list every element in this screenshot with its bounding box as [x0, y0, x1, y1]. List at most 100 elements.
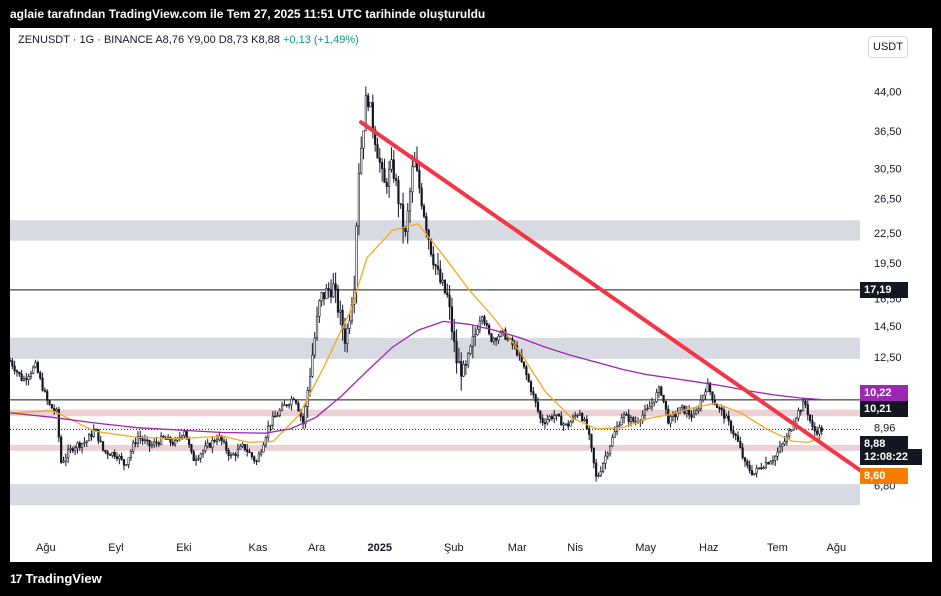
candle-body: [620, 417, 623, 426]
candle-body: [115, 456, 119, 459]
candle-body: [362, 130, 365, 149]
candle-body: [618, 424, 621, 427]
candle-body: [581, 413, 584, 422]
candle-body: [474, 334, 477, 337]
x-tick-label: Ağu: [36, 542, 56, 554]
candle-body: [288, 404, 291, 407]
candle-body: [62, 460, 65, 463]
y-tick-label: 22,50: [874, 228, 902, 240]
candle-body: [262, 444, 265, 453]
candle-body: [450, 306, 454, 332]
y-tick-label: 12,50: [874, 352, 902, 364]
candle-body: [553, 415, 556, 419]
candle-body: [783, 441, 786, 445]
candle-body: [439, 268, 442, 283]
candle-body: [602, 463, 605, 472]
candle-body: [269, 424, 272, 427]
candle-body: [655, 392, 658, 403]
candle-body: [383, 168, 386, 183]
candle-body: [578, 413, 581, 416]
candle-body: [543, 422, 547, 424]
price-tag-888: 8,88: [860, 436, 908, 452]
candle-body: [148, 439, 151, 447]
candle-body: [13, 365, 16, 372]
candle-body: [657, 386, 661, 393]
candle-body: [699, 399, 702, 410]
x-tick-label: Şub: [444, 542, 464, 554]
candle-body: [562, 423, 565, 426]
candle-body: [529, 381, 533, 392]
candle-body: [43, 389, 46, 392]
candle-body: [478, 320, 481, 330]
candle-body: [815, 430, 819, 435]
candle-body: [646, 408, 649, 411]
candle-body: [608, 445, 612, 455]
candle-body: [725, 415, 728, 419]
candle-body: [425, 216, 428, 231]
candle-body: [583, 419, 586, 422]
candle-body: [588, 428, 591, 435]
candle-body: [357, 172, 360, 227]
brand-name: TradingView: [25, 571, 102, 586]
candle-body: [78, 442, 81, 448]
candle-body: [227, 450, 230, 457]
change-value: +0,13 (+1,49%): [282, 34, 359, 46]
y-tick-label: 19,50: [874, 258, 902, 270]
candle-body: [292, 398, 295, 401]
candle-body: [397, 180, 400, 204]
candle-body: [802, 401, 805, 412]
price-tag-1022: 10,22: [860, 385, 908, 401]
candle-body: [408, 191, 412, 212]
candle-body: [709, 382, 712, 393]
footer-bar: 17 TradingView: [0, 562, 941, 596]
candle-body: [676, 412, 679, 418]
candle-body: [522, 361, 526, 368]
candle-body: [615, 425, 619, 433]
candle-body: [122, 459, 126, 466]
candle-body: [453, 331, 456, 342]
candle-body: [446, 292, 449, 296]
x-tick-label: Eki: [176, 542, 191, 554]
tradingview-logo[interactable]: 17 TradingView: [10, 571, 102, 586]
candle-body: [36, 362, 40, 373]
chart-panel[interactable]: 44,00 36,50 30,50 26,50 22,50 19,50 16,50 14,50…: [10, 28, 932, 562]
candle-body: [497, 336, 500, 341]
candle-body: [194, 459, 198, 461]
candle-body: [311, 354, 314, 377]
candle-body: [736, 435, 740, 442]
candle-body: [346, 328, 349, 344]
candle-body: [769, 461, 772, 465]
candle-body: [101, 441, 105, 451]
zone-0: [10, 220, 860, 241]
x-tick-label: Haz: [699, 542, 719, 554]
candle-body: [567, 423, 570, 427]
candle-body: [248, 451, 251, 454]
candle-body: [797, 410, 800, 419]
candle-body: [29, 372, 33, 377]
candle-body: [120, 455, 123, 460]
price-tag-120822: 12:08:22: [860, 449, 922, 465]
candle-body: [599, 471, 602, 476]
candle-body: [329, 290, 333, 298]
candle-body: [399, 203, 402, 205]
candle-body: [57, 409, 60, 438]
candle-body: [788, 430, 791, 437]
candle-body: [541, 418, 544, 423]
candle-body: [190, 444, 193, 453]
candle-body: [376, 144, 379, 159]
x-tick-label: Kas: [249, 542, 268, 554]
currency-button[interactable]: USDT: [868, 36, 908, 58]
candle-body: [234, 453, 237, 456]
candle-body: [471, 336, 474, 347]
attribution-bar: aglaie tarafından TradingView.com ile Te…: [0, 0, 941, 28]
candle-body: [83, 441, 86, 444]
price-chart[interactable]: 44,0036,5030,5026,5022,5019,5016,5014,50…: [10, 28, 932, 562]
candle-body: [369, 102, 372, 108]
candle-body: [271, 415, 274, 426]
candle-body: [278, 409, 281, 416]
candle-body: [457, 361, 461, 364]
candle-body: [364, 95, 367, 132]
candle-body: [799, 410, 802, 412]
candle-body: [569, 421, 572, 427]
symbol-label[interactable]: ZENUSDT · 1G · BINANCE: [18, 34, 153, 46]
